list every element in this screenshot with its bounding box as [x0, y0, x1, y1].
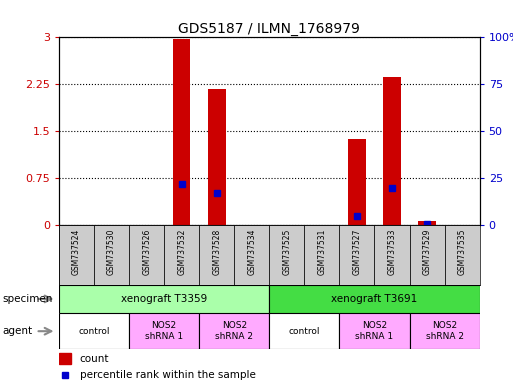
Text: NOS2
shRNA 2: NOS2 shRNA 2 — [426, 321, 464, 341]
Text: count: count — [80, 354, 109, 364]
Text: control: control — [289, 327, 320, 336]
Bar — [340, 225, 374, 285]
Text: agent: agent — [3, 326, 33, 336]
Text: GSM737529: GSM737529 — [423, 228, 431, 275]
Bar — [418, 221, 436, 225]
Bar — [234, 225, 269, 285]
Text: GSM737533: GSM737533 — [387, 228, 397, 275]
Bar — [269, 313, 340, 349]
Text: xenograft T3691: xenograft T3691 — [331, 294, 418, 304]
Bar — [340, 313, 409, 349]
Bar — [304, 225, 340, 285]
Bar — [348, 139, 366, 225]
Text: control: control — [78, 327, 110, 336]
Bar — [199, 313, 269, 349]
Text: GSM737532: GSM737532 — [177, 228, 186, 275]
Bar — [374, 225, 409, 285]
Bar — [199, 225, 234, 285]
Title: GDS5187 / ILMN_1768979: GDS5187 / ILMN_1768979 — [179, 22, 360, 36]
Text: NOS2
shRNA 2: NOS2 shRNA 2 — [215, 321, 253, 341]
Bar — [129, 313, 199, 349]
Bar — [208, 89, 226, 225]
Text: xenograft T3359: xenograft T3359 — [121, 294, 207, 304]
Bar — [269, 225, 304, 285]
Text: percentile rank within the sample: percentile rank within the sample — [80, 370, 255, 380]
Bar — [59, 225, 94, 285]
Bar — [409, 313, 480, 349]
Text: NOS2
shRNA 1: NOS2 shRNA 1 — [145, 321, 183, 341]
Bar — [409, 225, 445, 285]
Bar — [59, 313, 129, 349]
Bar — [173, 39, 190, 225]
Text: GSM737527: GSM737527 — [352, 228, 362, 275]
Bar — [269, 285, 480, 313]
Text: GSM737534: GSM737534 — [247, 228, 256, 275]
Text: GSM737535: GSM737535 — [458, 228, 467, 275]
Text: GSM737526: GSM737526 — [142, 228, 151, 275]
Text: GSM737531: GSM737531 — [318, 228, 326, 275]
Bar — [164, 225, 199, 285]
Bar — [129, 225, 164, 285]
Bar — [445, 225, 480, 285]
Text: GSM737524: GSM737524 — [72, 228, 81, 275]
Bar — [94, 225, 129, 285]
Text: GSM737530: GSM737530 — [107, 228, 116, 275]
Text: specimen: specimen — [3, 294, 53, 304]
Bar — [59, 285, 269, 313]
Text: NOS2
shRNA 1: NOS2 shRNA 1 — [356, 321, 393, 341]
Bar — [383, 78, 401, 225]
Text: GSM737528: GSM737528 — [212, 228, 221, 275]
Text: GSM737525: GSM737525 — [282, 228, 291, 275]
Bar — [59, 353, 71, 364]
